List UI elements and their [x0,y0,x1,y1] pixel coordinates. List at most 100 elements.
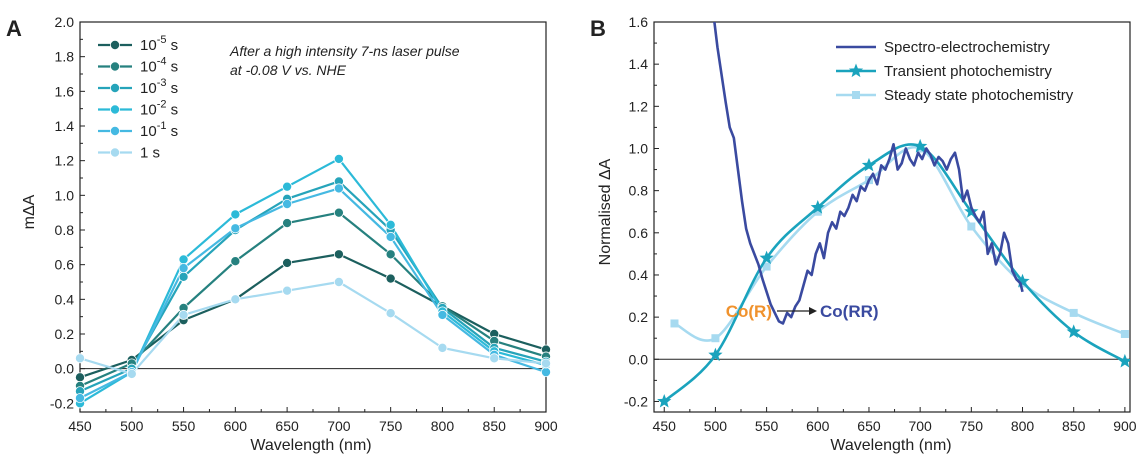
panel-b-y-tick-label: 1.4 [629,56,649,72]
panel-b-y-tick-label: 1.6 [629,14,649,30]
panel-a-legend-label-6: 1 s [140,145,160,162]
panel-b-series-3-point [670,319,679,328]
legend-label-base: 10 [140,123,157,140]
panel-a-y-tick-label: 1.0 [55,187,75,203]
panel-a-series-6-point [437,342,448,353]
panel-a-y-tick-label: 0.4 [55,291,75,307]
panel-b-y-tick-label: 0.6 [629,225,649,241]
panel-a-series-6-point [126,368,137,379]
panel-a-series-5-point [333,183,344,194]
legend-label-exponent: -2 [157,99,167,111]
panel-b-letter: B [590,16,606,41]
panel-a-series-6-point [282,285,293,296]
panel-a-legend-label-3: 10-3 s [140,77,178,97]
panel-b-legend-marker-3 [852,91,860,99]
legend-label-base: 10 [140,102,157,119]
panel-a-y-tick-label: 0.0 [55,361,75,377]
panel-b-series-2-point [1015,273,1030,288]
panel-b-series-2-point [759,250,774,265]
panel-b-series-3-point [967,222,976,231]
panel-a-legend: 10-5 s10-4 s10-3 s10-2 s10-1 s1 s [98,34,178,162]
panel-a-x-tick-label: 550 [172,418,196,434]
panel-a-legend-marker-3 [110,83,121,94]
panel-a-series-5-point [230,223,241,234]
panel-b-series-2-point [1117,353,1130,368]
panel-a-y-tick-label: 1.8 [55,49,75,65]
panel-a-series-6-point [385,308,396,319]
co-r-label: Co(R) [726,302,772,321]
panel-a-annotation-line-1: After a high intensity 7-ns laser pulse [229,43,460,59]
panel-a-series-4-point [333,153,344,164]
panel-a-legend-marker-5 [110,126,121,137]
legend-label-exponent: -4 [157,56,167,68]
co-transition-annotation: Co(R) Co(RR) [726,302,879,321]
legend-label-unit: s [148,145,160,162]
panel-a-series-6-point [333,276,344,287]
panel-b-legend-label-1: Spectro-electrochemistry [884,39,1050,56]
panel-b-x-tick-label: 600 [806,418,830,434]
panel-b-x-tick-label: 500 [704,418,728,434]
panel-a-series-5-point [385,231,396,242]
panel-b-series-2-point [861,157,877,172]
panel-b-series-2-point [1066,324,1081,338]
panel-b-y-tick-label: 0.4 [629,267,649,283]
legend-label-unit: s [166,37,178,54]
legend-label-unit: s [166,102,178,119]
panel-a-y-tick-label: 1.2 [55,153,75,169]
panel-a-series-line-2 [79,211,547,388]
legend-label-unit: s [166,123,178,140]
panel-b-series-3-point [762,262,771,271]
panel-a-legend-marker-2 [110,61,121,72]
panel-a-ylabel: mΔA [21,194,38,229]
panel-a-legend-label-2: 10-4 s [140,56,178,76]
panel-a-x-tick-label: 450 [68,418,92,434]
panel-a-series-2-point [230,256,241,267]
panel-a-legend-label-5: 10-1 s [140,120,178,140]
panel-b-series-3-point [711,334,720,343]
panel-b-legend-label-3: Steady state photochemistry [884,87,1074,104]
panel-b-legend: Spectro-electrochemistry Transient photoc… [836,39,1074,104]
panel-b-x-tick-label: 550 [755,418,779,434]
panel-a-series-3-point [178,271,189,282]
panel-a-series-1-point [75,372,86,383]
panel-a-series-4-point [282,181,293,192]
panel-a-series-6-point [75,353,86,364]
panel-b-plot-area [657,22,1130,408]
panel-b-x-tick-label: 650 [857,418,881,434]
panel-a-series-2-point [282,218,293,229]
panel-a-series-6-point [489,353,500,364]
panel-a-y-tick-label: 0.8 [55,222,75,238]
co-rr-label: Co(RR) [820,302,879,321]
panel-a-x-tick-label: 700 [327,418,351,434]
panel-b-y-tick-label: -0.2 [624,393,648,409]
panel-a-series-4-point [385,219,396,230]
legend-label-unit: s [166,80,178,97]
panel-a-x-tick-label: 600 [224,418,248,434]
panel-a-series-5-point [75,393,86,404]
panel-a-y-tick-label: 2.0 [55,14,75,30]
legend-label-base: 10 [140,59,157,76]
panel-b-series-line-1 [713,22,1024,325]
legend-label-unit: s [166,59,178,76]
panel-b-axes: 450 500 550 600 650 700 750 800 850 900 -0.2 0.0 0.2… [624,14,1136,434]
panel-a-y-tick-label: 1.6 [55,83,75,99]
panel-b-series-2-point [810,200,825,214]
panel-a-series-5-point [437,309,448,320]
panel-b-x-tick-label: 800 [1011,418,1035,434]
legend-label-exponent: -3 [157,77,167,89]
panel-b: B 450 500 550 600 650 700 750 800 850 900 -0.2 0.0 0… [590,14,1136,454]
panel-b-series-2-point [964,204,979,218]
legend-label-exponent: -1 [157,120,167,132]
legend-label-base: 10 [140,80,157,97]
panel-a-annotation-line-2: at -0.08 V vs. NHE [230,62,347,78]
panel-a-y-tick-label: 0.2 [55,326,75,342]
panel-b-y-tick-label: 0.0 [629,351,649,367]
panel-b-x-tick-label: 900 [1113,418,1136,434]
panel-b-xlabel: Wavelength (nm) [830,437,951,454]
panel-a-series-4-point [230,209,241,220]
panel-a-x-tick-label: 500 [120,418,144,434]
panel-a-x-tick-label: 800 [431,418,455,434]
panel-a-series-line-5 [79,187,547,400]
panel-a-y-tick-label: -0.2 [50,395,74,411]
panel-a-legend-marker-1 [110,40,121,51]
